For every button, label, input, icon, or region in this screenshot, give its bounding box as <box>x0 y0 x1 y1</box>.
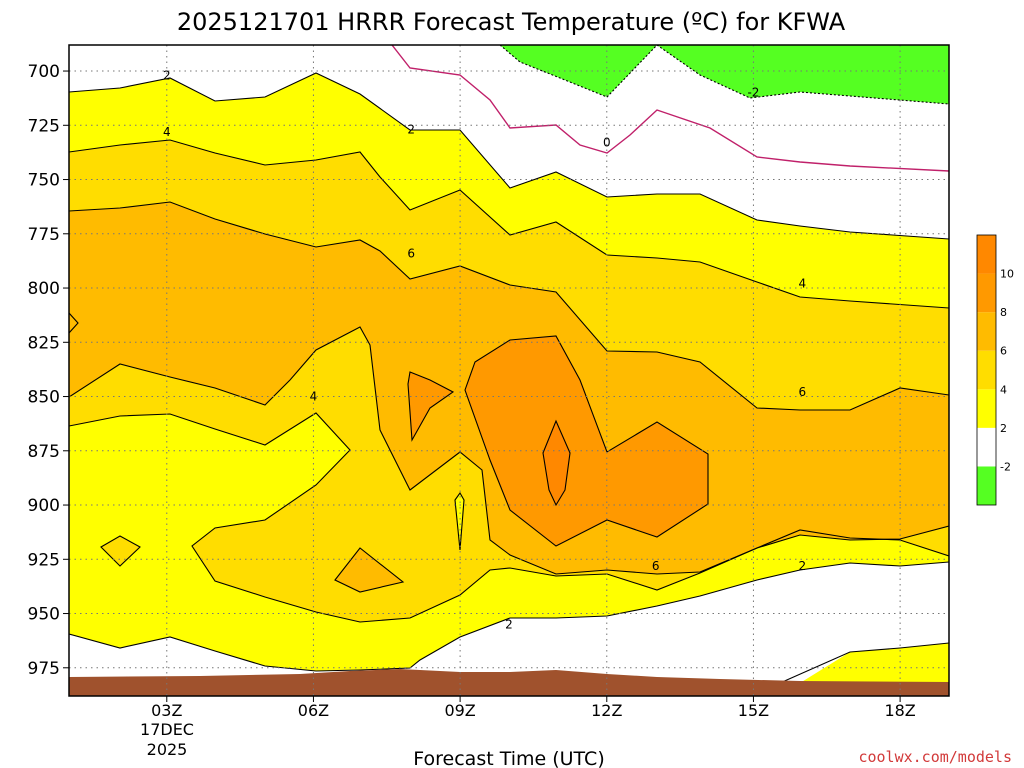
y-tick-label-725: 725 <box>28 116 60 136</box>
contour-label: 6 <box>799 385 807 399</box>
terrain <box>69 669 949 696</box>
colorbar-label-8: 8 <box>1000 306 1007 319</box>
y-axis: 700 725 750 775 800 825 850 875 900 925 950 975 <box>28 62 69 679</box>
contour-label: -2 <box>747 86 759 100</box>
contour-6-island-low <box>334 547 405 593</box>
contour-label: 4 <box>799 277 807 291</box>
x-axis-title: Forecast Time (UTC) <box>413 748 604 768</box>
contour-6-edge-left <box>69 312 79 334</box>
x-tick-year-label: 2025 <box>147 740 188 759</box>
x-tick-label-03Z: 03Z <box>151 701 182 720</box>
colorbar-swatch-8 <box>977 273 996 313</box>
contour-label: 4 <box>163 125 171 139</box>
contour-label: 6 <box>407 246 415 260</box>
colorbar-frame <box>976 234 997 506</box>
colorbar-swatch-4 <box>977 350 996 390</box>
colorbar-label-6: 6 <box>1000 345 1007 358</box>
band-6-8-island-left <box>101 536 140 566</box>
colorbar-swatch-10 <box>977 235 996 274</box>
band-2-4-low-right <box>800 643 949 684</box>
x-tick-label-15Z: 15Z <box>738 701 769 720</box>
y-tick-label-775: 775 <box>28 225 60 245</box>
colorbar-label-10: 10 <box>1000 268 1014 281</box>
band-8-10-island <box>408 372 453 440</box>
colorbar-label--2: -2 <box>1000 460 1011 473</box>
contour-label: 2 <box>163 68 171 82</box>
plot-area: 2 4 2 6 4 0 -2 4 6 6 2 2 <box>69 45 949 696</box>
contour-2-low-right <box>779 642 949 684</box>
colorbar-swatch--2 <box>977 466 996 505</box>
band-neg2-0-right <box>657 45 949 104</box>
contour-6-upper <box>69 201 949 411</box>
y-tick-label-900: 900 <box>28 496 60 516</box>
x-tick-label-06Z: 06Z <box>298 701 329 720</box>
colorbar-swatch-2 <box>977 389 996 428</box>
band-neg2-0 <box>500 45 657 97</box>
y-tick-label-850: 850 <box>28 388 60 408</box>
y-tick-label-700: 700 <box>28 62 60 82</box>
x-tick-label-09Z: 09Z <box>444 701 475 720</box>
y-tick-label-800: 800 <box>28 279 60 299</box>
y-tick-label-875: 875 <box>28 442 60 462</box>
colorbar-swatch-6 <box>977 312 996 351</box>
contour-label: 2 <box>505 617 513 631</box>
contour-10 <box>542 419 571 507</box>
contour-label: 4 <box>310 390 318 404</box>
colorbar-label-2: 2 <box>1000 422 1007 435</box>
band-8-10 <box>465 336 708 546</box>
y-tick-label-825: 825 <box>28 333 60 353</box>
colorbar: -2 2 4 6 8 10 <box>976 234 1014 506</box>
x-tick-label-18Z: 18Z <box>884 701 915 720</box>
contour-0 <box>391 45 949 172</box>
contour-2-lower <box>69 561 949 672</box>
credit-text: coolwx.com/models <box>858 748 1012 766</box>
band-4-6-sliver <box>455 493 464 550</box>
contour-label: 2 <box>799 559 807 573</box>
band-10-12 <box>543 421 570 505</box>
contour-2-upper <box>69 72 949 240</box>
contour-8 <box>464 335 709 547</box>
contour-label: 0 <box>603 136 611 150</box>
contour-label: 6 <box>652 559 660 573</box>
y-tick-label-975: 975 <box>28 659 60 679</box>
x-axis: 03Z 06Z 09Z 12Z 15Z 18Z <box>151 696 916 720</box>
y-tick-label-750: 750 <box>28 171 60 191</box>
chart-title: 2025121701 HRRR Forecast Temperature (ºC… <box>177 8 846 36</box>
contour-4-upper <box>69 139 949 309</box>
plot-frame <box>68 44 950 697</box>
x-tick-label-12Z: 12Z <box>591 701 622 720</box>
contour-4-sliver <box>454 491 465 551</box>
contour-labels: 2 4 2 6 4 0 -2 4 6 6 2 2 <box>163 68 807 631</box>
colorbar-swatch-0 <box>977 427 996 467</box>
y-tick-label-925: 925 <box>28 550 60 570</box>
contour-4-lower <box>69 412 949 623</box>
gridlines <box>69 45 949 696</box>
contour-6-lower <box>69 326 949 575</box>
y-tick-label-950: 950 <box>28 605 60 625</box>
colorbar-label-4: 4 <box>1000 383 1007 396</box>
contour-8-island <box>407 371 455 442</box>
contour-label: 2 <box>407 123 415 137</box>
x-tick-date-label: 17DEC <box>140 720 194 739</box>
